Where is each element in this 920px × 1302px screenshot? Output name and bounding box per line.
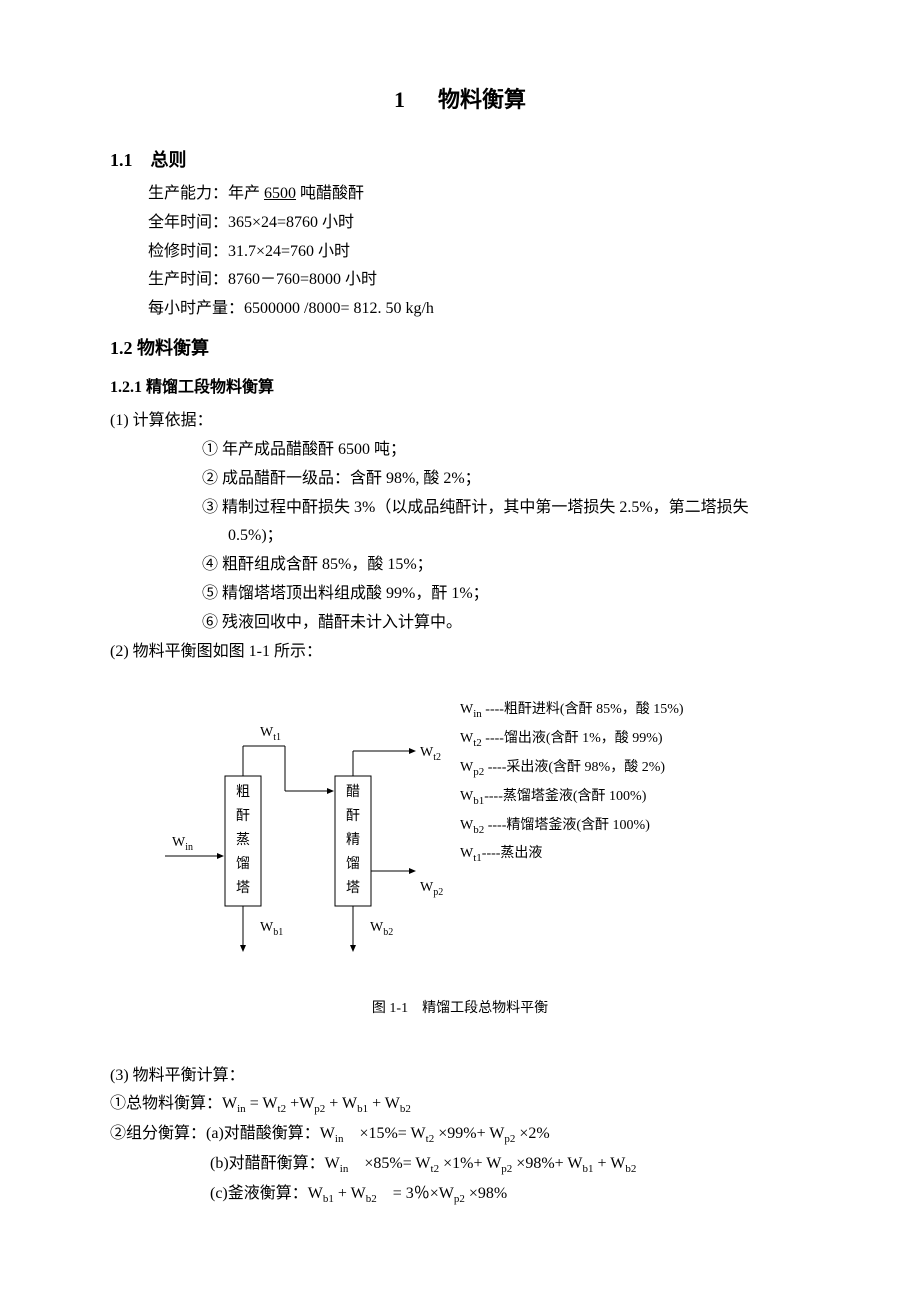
svg-text:Wt1: Wt1 (260, 725, 281, 743)
legend-item: Win ----粗酐进料(含酐 85%，酸 15%) (460, 696, 810, 725)
basis-item-3: ③ 精制过程中酐损失 3%（以成品纯酐计，其中第一塔损失 2.5%，第二塔损失 (110, 494, 810, 523)
svg-text:Wt2: Wt2 (420, 745, 441, 763)
basis-item-4: ④ 粗酐组成含酐 85%，酸 15%； (110, 551, 810, 580)
Wb2: W (370, 920, 384, 935)
svg-text:Wb1: Wb1 (260, 920, 283, 938)
box1-l4: 馏 (236, 856, 250, 872)
line-maint-hours: 检修时间：31.7×24=760 小时 (110, 238, 810, 267)
legend-item: Wb2 ----精馏塔釜液(含酐 100%) (460, 812, 810, 841)
diagram-legend: Win ----粗酐进料(含酐 85%，酸 15%) Wt2 ----馏出液(含… (450, 696, 810, 976)
Wp2: W (420, 880, 434, 895)
Wt2: W (420, 745, 434, 760)
box2-l5: 塔 (346, 880, 360, 896)
box1-l2: 酐 (236, 809, 250, 824)
box2-l3: 精 (346, 832, 360, 848)
line-capacity: 生产能力：年产 6500 吨醋酸酐 (110, 180, 810, 209)
diagram-ref-label: (2) 物料平衡图如图 1-1 所示： (110, 638, 810, 667)
legend-item: Wt1----蒸出液 (460, 840, 810, 869)
flow-diagram-svg: 粗 酐 蒸 馏 塔 醋 酐 精 馏 塔 Win Wt1 Wt2 Wp2 Wb1 … (110, 696, 450, 976)
flow-diagram: 粗 酐 蒸 馏 塔 醋 酐 精 馏 塔 Win Wt1 Wt2 Wp2 Wb1 … (110, 696, 810, 976)
eq-total: ①总物料衡算：Win = Wt2 +Wp2 + Wb1 + Wb2 (110, 1090, 810, 1120)
line-prod-hours: 生产时间：8760－760=8000 小时 (110, 266, 810, 295)
section-1-1-heading: 1.1 总则 (110, 144, 810, 176)
legend-item: Wt2 ----馏出液(含酐 1%，酸 99%) (460, 725, 810, 754)
basis-label: (1) 计算依据： (110, 407, 810, 436)
box1-l3: 蒸 (236, 832, 250, 848)
line-hourly-output: 每小时产量：6500000 /8000= 812. 50 kg/h (110, 295, 810, 324)
basis-item-1: ① 年产成品醋酸酐 6500 吨； (110, 436, 810, 465)
basis-item-6: ⑥ 残液回收中，醋酐未计入计算中。 (110, 609, 810, 638)
chapter-title: 1 物料衡算 (110, 80, 810, 120)
box1-l5: 塔 (236, 880, 250, 896)
svg-text:Wb2: Wb2 (370, 920, 393, 938)
basis-item-5: ⑤ 精馏塔塔顶出料组成酸 99%，酐 1%； (110, 580, 810, 609)
section-1-2-heading: 1.2 物料衡算 (110, 332, 810, 364)
calc-label: (3) 物料平衡计算： (110, 1062, 810, 1091)
chapter-name: 物料衡算 (438, 87, 526, 112)
box2-l2: 酐 (346, 809, 360, 824)
eq-acid: ②组分衡算：(a)对醋酸衡算：Win ×15%= Wt2 ×99%+ Wp2 ×… (110, 1120, 810, 1150)
basis-item-2: ② 成品醋酐一级品：含酐 98%, 酸 2%； (110, 465, 810, 494)
Wt1: W (260, 725, 274, 740)
box2-l4: 馏 (346, 856, 360, 872)
box1-l1: 粗 (236, 784, 250, 800)
eq-residue: (c)釜液衡算：Wb1 + Wb2 = 3％×Wp2 ×98% (110, 1180, 810, 1210)
svg-text:Win: Win (172, 835, 193, 853)
section-1-2-1-heading: 1.2.1 精馏工段物料衡算 (110, 374, 810, 403)
svg-text:Wp2: Wp2 (420, 880, 443, 898)
eq-anhydride: (b)对醋酐衡算：Win ×85%= Wt2 ×1%+ Wp2 ×98%+ Wb… (110, 1150, 810, 1180)
box2-l1: 醋 (346, 784, 360, 800)
chapter-number: 1 (394, 87, 405, 112)
figure-caption: 图 1-1 精馏工段总物料平衡 (110, 996, 810, 1021)
line-year-hours: 全年时间：365×24=8760 小时 (110, 209, 810, 238)
basis-item-3b: 0.5%)； (110, 522, 810, 551)
legend-item: Wb1----蒸馏塔釜液(含酐 100%) (460, 783, 810, 812)
Wb1: W (260, 920, 274, 935)
legend-item: Wp2 ----采出液(含酐 98%，酸 2%) (460, 754, 810, 783)
Win: W (172, 835, 186, 850)
